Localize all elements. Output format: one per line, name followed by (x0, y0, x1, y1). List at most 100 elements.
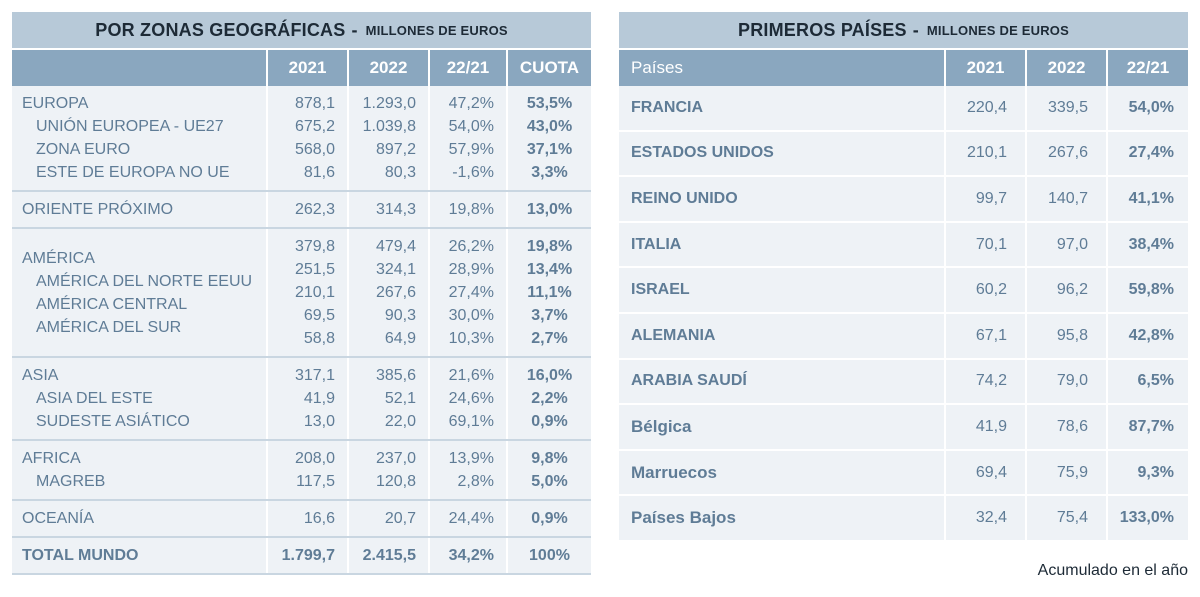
zone-value-2021: 1.799,7 (281, 547, 335, 564)
zone-names-cell: ORIENTE PRÓXIMO (12, 191, 267, 229)
zone-value-cuota: 11,1% (527, 284, 572, 301)
countries-header-name: Países (619, 48, 945, 86)
zone-value-cuota: 19,8% (526, 238, 573, 255)
zone-value-2022: 52,1 (384, 390, 416, 407)
countries-title: PRIMEROS PAÍSES (738, 19, 907, 40)
zone-value-2022-cell: 314,3 (347, 191, 429, 229)
zone-value-var-cell: 47,2% 54,0% 57,9% -1,6% (428, 86, 507, 192)
zone-name: EUROPA (22, 95, 89, 112)
country-value-var: 59,8% (1106, 267, 1188, 314)
zone-value-2022-cell: 385,6 52,1 22,0 (347, 357, 429, 441)
country-row: FRANCIA 220,4 339,5 54,0% (619, 86, 1188, 132)
zone-group-row: AFRICA MAGREB 208,0 117,5 237,0 120,8 13,9% 2,8… (12, 440, 591, 501)
zone-sub-name: UNIÓN EUROPEA - UE27 (36, 118, 224, 135)
country-row: REINO UNIDO 99,7 140,7 41,1% (619, 176, 1188, 223)
countries-header-2022: 2022 (1025, 48, 1107, 86)
zone-value-2021: 675,2 (294, 118, 335, 135)
country-value-2021: 74,2 (944, 358, 1026, 406)
country-name: Bélgica (619, 404, 945, 451)
country-value-2021: 220,4 (944, 86, 1026, 132)
zone-value-cuota: 3,7% (531, 307, 568, 324)
zone-value-cuota: 2,7% (531, 330, 568, 347)
zone-group-row: EUROPA UNIÓN EUROPEA - UE27 ZONA EURO ESTE … (12, 86, 591, 192)
countries-table: Países 2021 2022 22/21 FRANCIA 220,4 339,5… (619, 48, 1188, 542)
zone-sub-name: AMÉRICA DEL SUR (36, 318, 182, 336)
zone-names-cell: EUROPA UNIÓN EUROPEA - UE27 ZONA EURO ESTE … (12, 86, 267, 192)
zone-names-cell: TOTAL MUNDO (12, 537, 267, 575)
country-value-2022: 75,4 (1025, 495, 1107, 542)
zone-value-cuota: 5,0% (531, 473, 568, 490)
country-row: Bélgica 41,9 78,6 87,7% (619, 404, 1188, 451)
zone-sub-name: ASIA DEL ESTE (36, 390, 153, 407)
zone-value-2022: 2.415,5 (362, 547, 416, 564)
zones-header-var: 22/21 (428, 48, 507, 86)
zone-value-cuota: 9,8% (531, 450, 568, 467)
countries-header-row: Países 2021 2022 22/21 (619, 48, 1188, 86)
zone-value-2022: 22,0 (384, 413, 416, 430)
zone-group-row: OCEANÍA 16,6 20,7 24,4% 0,9% (12, 500, 591, 538)
country-value-2021: 41,9 (944, 404, 1026, 451)
zone-value-var: 54,0% (448, 118, 494, 135)
zone-value-2022: 267,6 (375, 284, 416, 301)
country-value-var: 27,4% (1106, 130, 1188, 178)
country-name: ALEMANIA (619, 312, 945, 360)
zone-value-var-cell: 24,4% (428, 500, 507, 538)
zone-value-cuota-cell: 16,0% 2,2% 0,9% (506, 357, 591, 441)
zone-value-2022: 324,1 (375, 261, 416, 278)
zone-value-var-cell: 26,2% 28,9% 27,4% 30,0% 10,3% (428, 228, 507, 358)
zone-value-var-cell: 13,9% 2,8% (428, 440, 507, 501)
zone-value-2022-cell: 20,7 (347, 500, 429, 538)
zone-names-cell: AMÉRICA AMÉRICA DEL NORTE EEUU AMÉRICA CEN… (12, 228, 267, 358)
zones-header-2021: 2021 (266, 48, 348, 86)
zone-sub-name: ESTE DE EUROPA NO UE (36, 164, 230, 181)
zone-sub-name: AMÉRICA DEL NORTE EEUU (36, 272, 253, 290)
zone-value-var: 34,2% (448, 547, 494, 564)
zone-value-cuota-cell: 100% (506, 537, 591, 575)
countries-body: FRANCIA 220,4 339,5 54,0% ESTADOS UNIDOS 210,… (619, 86, 1188, 542)
zone-value-2021-cell: 16,6 (266, 500, 348, 538)
footnote: Acumulado en el año (1037, 562, 1188, 579)
zone-value-2022: 1.039,8 (362, 118, 416, 135)
zone-value-var: 69,1% (448, 413, 494, 430)
zone-value-2021: 58,8 (303, 330, 335, 347)
zone-value-var: 10,3% (448, 330, 494, 347)
country-value-var: 42,8% (1106, 312, 1188, 360)
zone-value-2022-cell: 2.415,5 (347, 537, 429, 575)
country-name: ISRAEL (619, 267, 945, 314)
zone-value-cuota-cell: 53,5% 43,0% 37,1% 3,3% (506, 86, 591, 192)
zone-value-2021: 262,3 (294, 201, 335, 218)
zone-value-2022-cell: 1.293,0 1.039,8 897,2 80,3 (347, 86, 429, 192)
country-row: Marruecos 69,4 75,9 9,3% (619, 449, 1188, 497)
zones-table: 2021 2022 22/21 CUOTA EUROPA UNIÓN EUROPE… (12, 48, 591, 575)
zone-value-cuota-cell: 0,9% (506, 500, 591, 538)
country-value-var: 87,7% (1106, 404, 1188, 451)
zone-value-var: 2,8% (457, 473, 494, 490)
zone-name: OCEANÍA (22, 510, 95, 527)
zone-value-2022: 120,8 (375, 473, 416, 490)
zone-value-var: 19,8% (448, 201, 494, 218)
countries-header-2021: 2021 (944, 48, 1026, 86)
country-name: FRANCIA (619, 86, 945, 132)
zone-value-var-cell: 34,2% (428, 537, 507, 575)
zone-value-2021: 210,1 (294, 284, 335, 301)
country-name: ARABIA SAUDÍ (619, 358, 945, 406)
zone-sub-name: AMÉRICA CENTRAL (36, 295, 188, 313)
zone-value-cuota: 43,0% (526, 118, 573, 135)
zone-value-cuota: 13,0% (526, 201, 573, 218)
zone-value-cuota: 37,1% (526, 141, 573, 158)
zone-sub-name: MAGREB (36, 473, 106, 490)
zone-value-var: 21,6% (448, 367, 494, 384)
zone-value-cuota-cell: 9,8% 5,0% (506, 440, 591, 501)
zone-value-2021: 379,8 (294, 238, 335, 255)
zone-value-2022: 90,3 (384, 307, 416, 324)
zones-header-row: 2021 2022 22/21 CUOTA (12, 48, 591, 86)
zone-value-cuota: 0,9% (531, 510, 568, 527)
country-value-2021: 67,1 (944, 312, 1026, 360)
countries-subtitle: MILLONES DE EUROS (926, 22, 1069, 38)
zone-value-var: 13,9% (448, 450, 494, 467)
zone-value-2021: 208,0 (294, 450, 335, 467)
zone-value-var: 28,9% (448, 261, 494, 278)
zone-value-cuota-cell: 19,8% 13,4% 11,1% 3,7% 2,7% (506, 228, 591, 358)
zone-value-var-cell: 21,6% 24,6% 69,1% (428, 357, 507, 441)
country-value-var: 38,4% (1106, 221, 1188, 269)
